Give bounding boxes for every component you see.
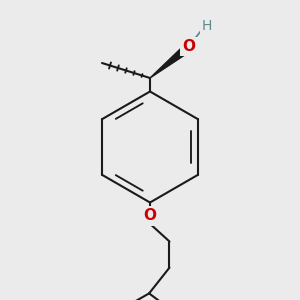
Text: O: O <box>182 39 196 54</box>
Polygon shape <box>150 46 189 78</box>
Text: O: O <box>143 208 157 224</box>
Text: H: H <box>201 19 212 33</box>
